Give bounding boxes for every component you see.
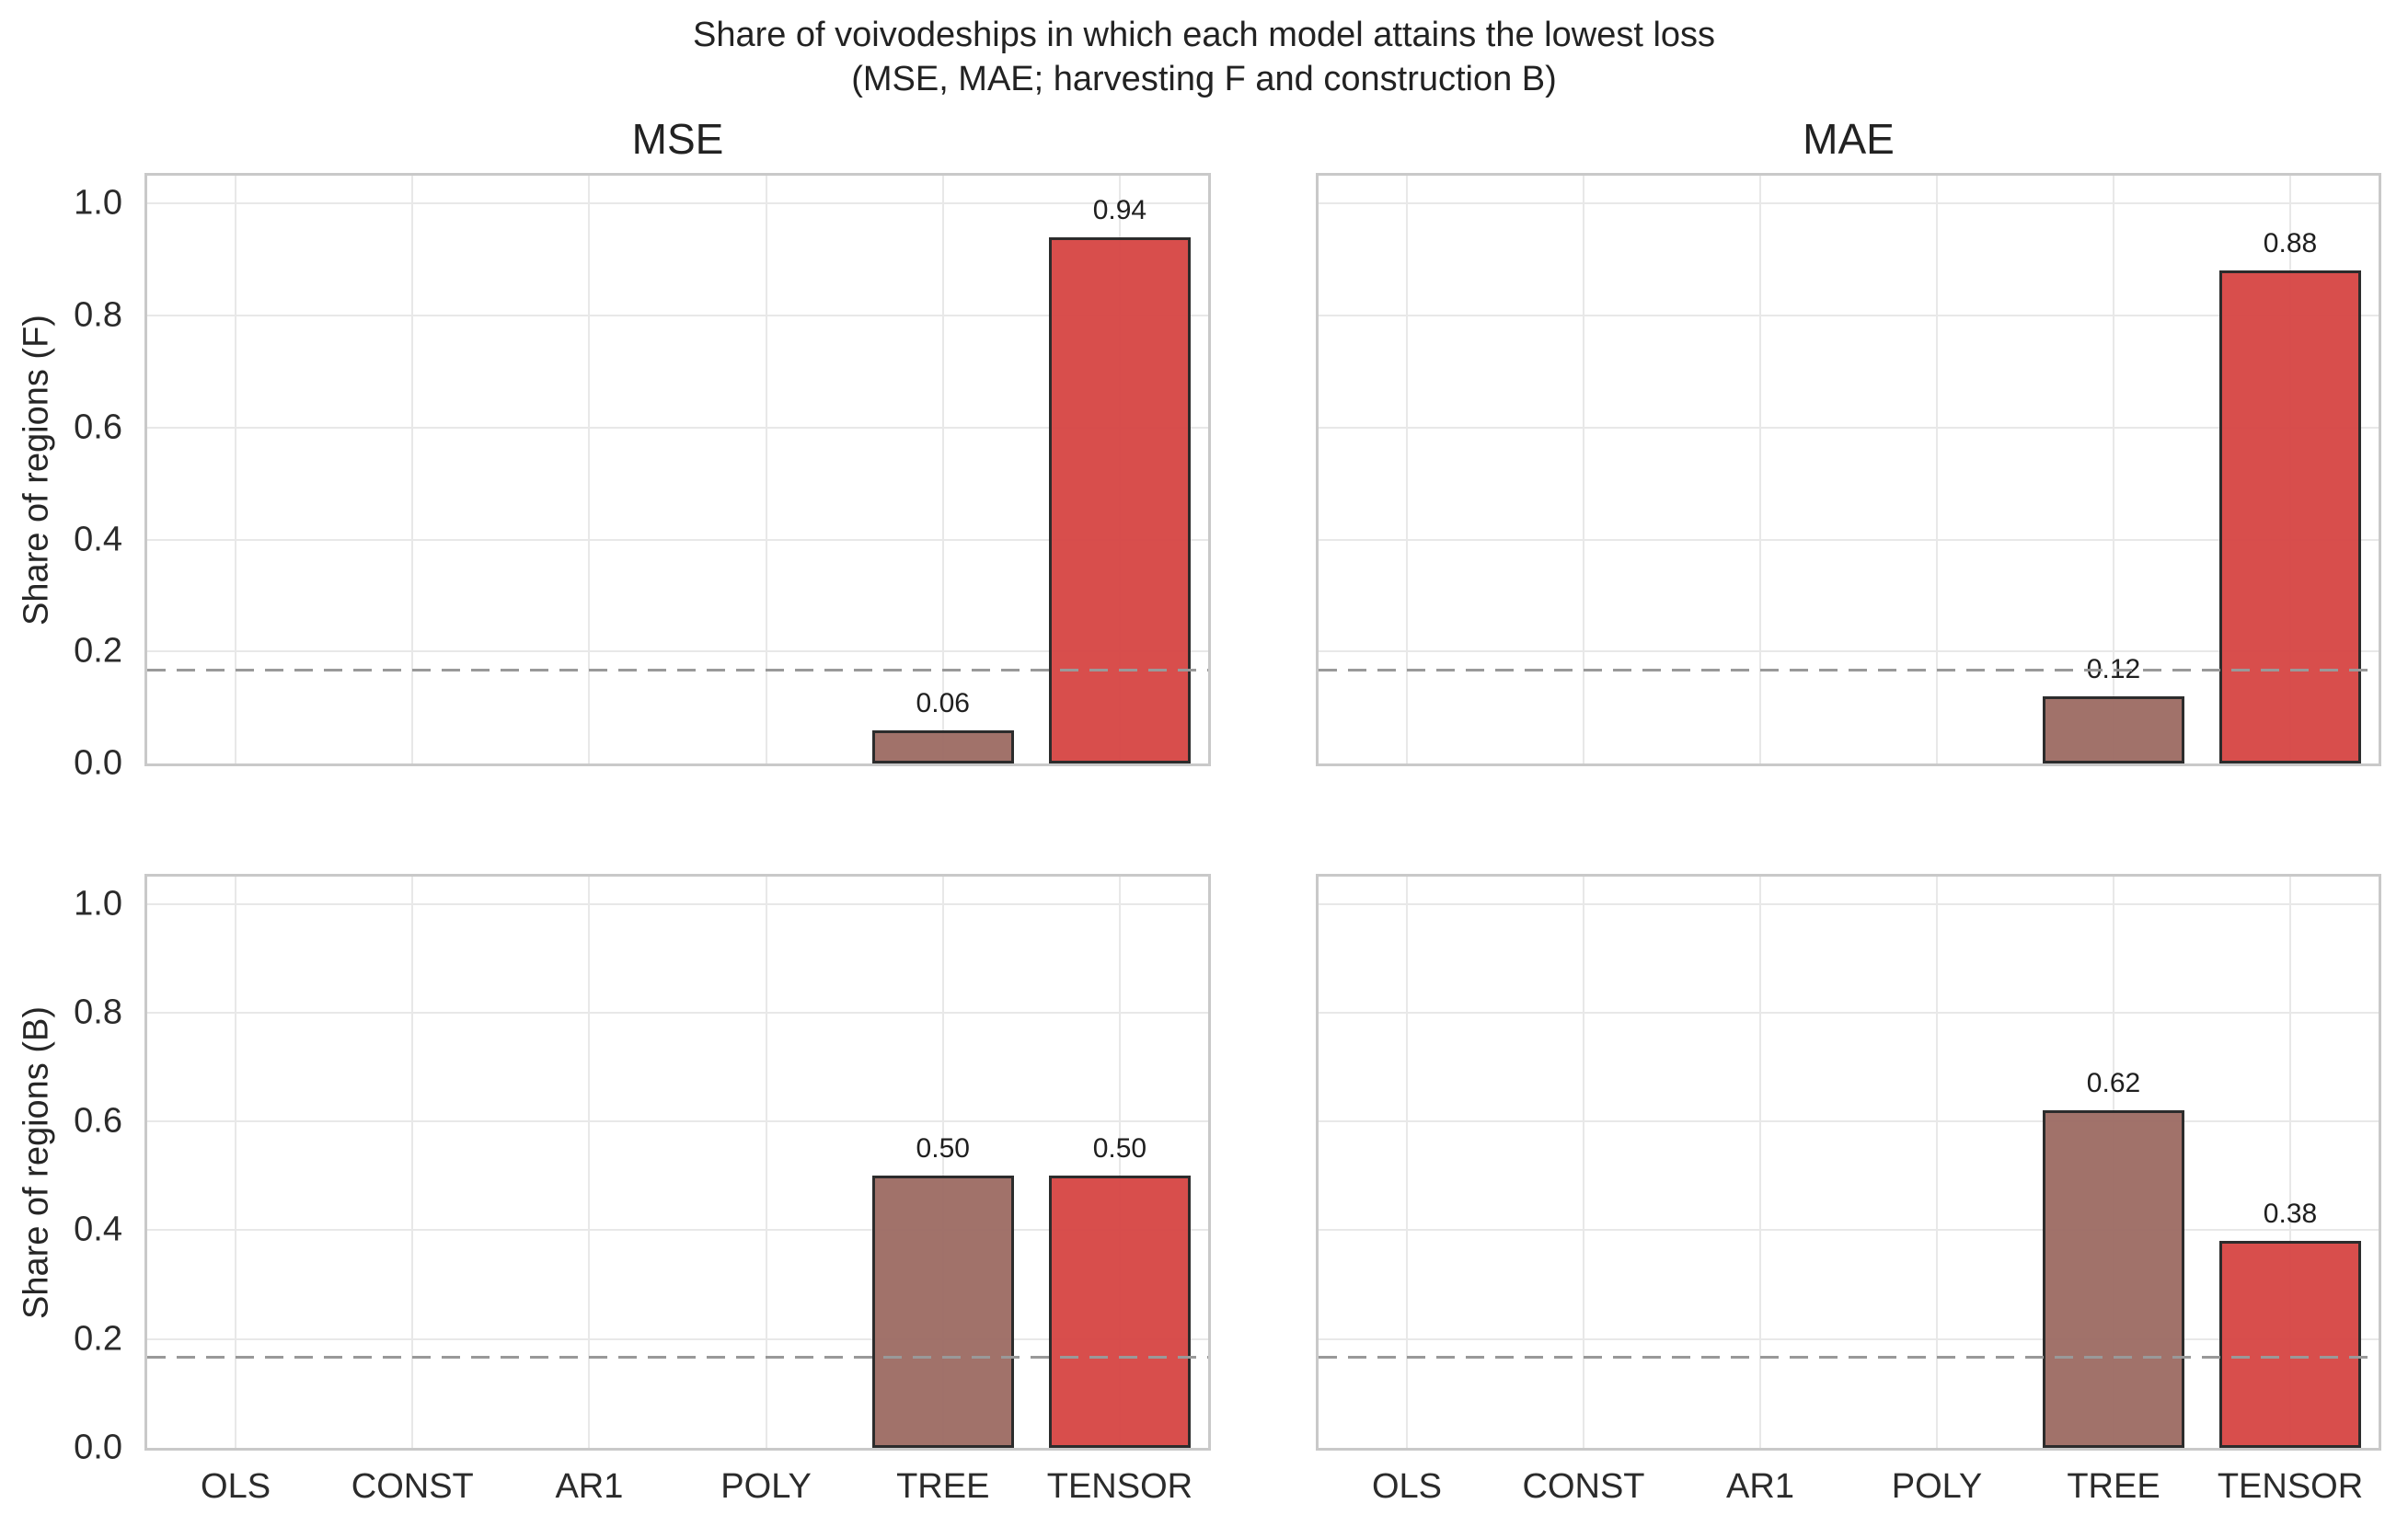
gridline-horizontal — [147, 902, 1208, 905]
gridline-vertical — [1406, 176, 1408, 763]
ytick-label: 0.8 — [74, 295, 122, 335]
gridline-horizontal — [147, 1337, 1208, 1340]
ytick-label: 0.6 — [74, 407, 122, 447]
gridline-vertical — [765, 176, 767, 763]
gridline-vertical — [2113, 176, 2114, 763]
gridline-horizontal — [147, 1120, 1208, 1123]
xtick-label-ols: OLS — [1371, 1467, 1443, 1506]
gridline-horizontal — [1319, 1229, 2379, 1232]
xtick-label-const: CONST — [351, 1467, 474, 1506]
ytick-label: 0.2 — [74, 1319, 122, 1359]
bar-value-label: 0.62 — [2086, 1068, 2141, 1099]
bar-value-label: 0.50 — [1092, 1133, 1147, 1165]
gridline-vertical — [1406, 877, 1408, 1448]
gridline-horizontal — [1319, 315, 2379, 317]
gridline-vertical — [235, 176, 237, 763]
bar-tensor — [1049, 1176, 1191, 1448]
ytick-label: 1.0 — [74, 884, 122, 924]
ytick-label: 1.0 — [74, 183, 122, 223]
bar-tensor — [2219, 270, 2361, 763]
subplot-mse-b: 0.50 0.50 — [144, 874, 1211, 1451]
reference-line — [147, 1355, 1208, 1359]
bar-tree — [2043, 1110, 2184, 1448]
gridline-vertical — [941, 877, 944, 1448]
ytick-label: 0.0 — [74, 1428, 122, 1467]
gridline-horizontal — [1319, 538, 2379, 541]
bar-value-label: 0.06 — [916, 687, 970, 718]
gridline-horizontal — [147, 1229, 1208, 1232]
gridline-vertical — [1583, 877, 1584, 1448]
gridline-horizontal — [1319, 1120, 2379, 1123]
gridline-vertical — [1118, 877, 1121, 1448]
bar-value-label: 0.50 — [916, 1133, 970, 1165]
ytick-label: 0.2 — [74, 631, 122, 671]
xtick-label-ar1: AR1 — [1726, 1467, 1794, 1506]
gridline-vertical — [411, 176, 414, 763]
bar-value-label: 0.94 — [1092, 194, 1147, 225]
gridline-horizontal — [147, 1011, 1208, 1014]
gridline-horizontal — [147, 650, 1208, 653]
ytick-label: 0.6 — [74, 1101, 122, 1141]
xtick-label-tensor: TENSOR — [1046, 1467, 1193, 1506]
bar-tensor — [1049, 236, 1191, 763]
subplot-mae-f: 0.12 0.88 — [1316, 173, 2381, 766]
ytick-label: 0.8 — [74, 993, 122, 1032]
gridline-vertical — [765, 877, 767, 1448]
gridline-horizontal — [1319, 650, 2379, 653]
bar-tensor — [2219, 1241, 2361, 1448]
gridline-horizontal — [147, 202, 1208, 205]
figure-title: Share of voivodeships in which each mode… — [0, 13, 2408, 101]
xtick-label-tensor: TENSOR — [2217, 1467, 2364, 1506]
bar-tree — [871, 729, 1014, 763]
figure-title-line2: (MSE, MAE; harvesting F and construction… — [851, 60, 1557, 98]
gridline-vertical — [1936, 176, 1938, 763]
gridline-vertical — [1936, 877, 1938, 1448]
xtick-label-const: CONST — [1522, 1467, 1645, 1506]
gridline-vertical — [411, 877, 414, 1448]
ytick-label: 0.4 — [74, 520, 122, 559]
xtick-label-poly: POLY — [720, 1467, 812, 1506]
bar-tree — [871, 1176, 1014, 1448]
subplot-mse-f: 0.06 0.94 — [144, 173, 1211, 766]
bar-value-label: 0.88 — [2263, 228, 2318, 259]
gridline-vertical — [235, 877, 237, 1448]
y-axis-label-row-b: Share of regions (B) — [17, 1005, 56, 1319]
gridline-vertical — [1759, 176, 1761, 763]
gridline-horizontal — [1319, 1337, 2379, 1340]
gridline-horizontal — [147, 426, 1208, 429]
gridline-vertical — [1759, 877, 1761, 1448]
ytick-label: 0.0 — [74, 743, 122, 783]
gridline-vertical — [588, 877, 591, 1448]
gridline-vertical — [941, 176, 944, 763]
xtick-label-ols: OLS — [201, 1467, 271, 1506]
ytick-label: 0.4 — [74, 1210, 122, 1249]
reference-line — [1319, 668, 2379, 671]
gridline-horizontal — [1319, 902, 2379, 905]
gridline-horizontal — [147, 538, 1208, 541]
xtick-label-ar1: AR1 — [555, 1467, 624, 1506]
gridline-horizontal — [1319, 1011, 2379, 1014]
gridline-horizontal — [147, 315, 1208, 317]
gridline-vertical — [2289, 877, 2291, 1448]
gridline-vertical — [588, 176, 591, 763]
bar-tree — [2043, 695, 2184, 763]
gridline-horizontal — [1319, 202, 2379, 205]
subplot-title-mse: MSE — [631, 115, 724, 163]
subplot-title-mae: MAE — [1803, 115, 1895, 163]
xtick-label-poly: POLY — [1891, 1467, 1983, 1506]
y-axis-label-row-f: Share of regions (F) — [17, 314, 56, 626]
reference-line — [1319, 1355, 2379, 1359]
xtick-label-tree: TREE — [2067, 1467, 2160, 1506]
figure-title-line1: Share of voivodeships in which each mode… — [692, 16, 1716, 54]
subplot-mae-b: 0.62 0.38 — [1316, 874, 2381, 1451]
gridline-horizontal — [1319, 426, 2379, 429]
gridline-vertical — [1583, 176, 1584, 763]
reference-line — [147, 668, 1208, 671]
bar-value-label: 0.38 — [2263, 1199, 2318, 1230]
xtick-label-tree: TREE — [896, 1467, 990, 1506]
